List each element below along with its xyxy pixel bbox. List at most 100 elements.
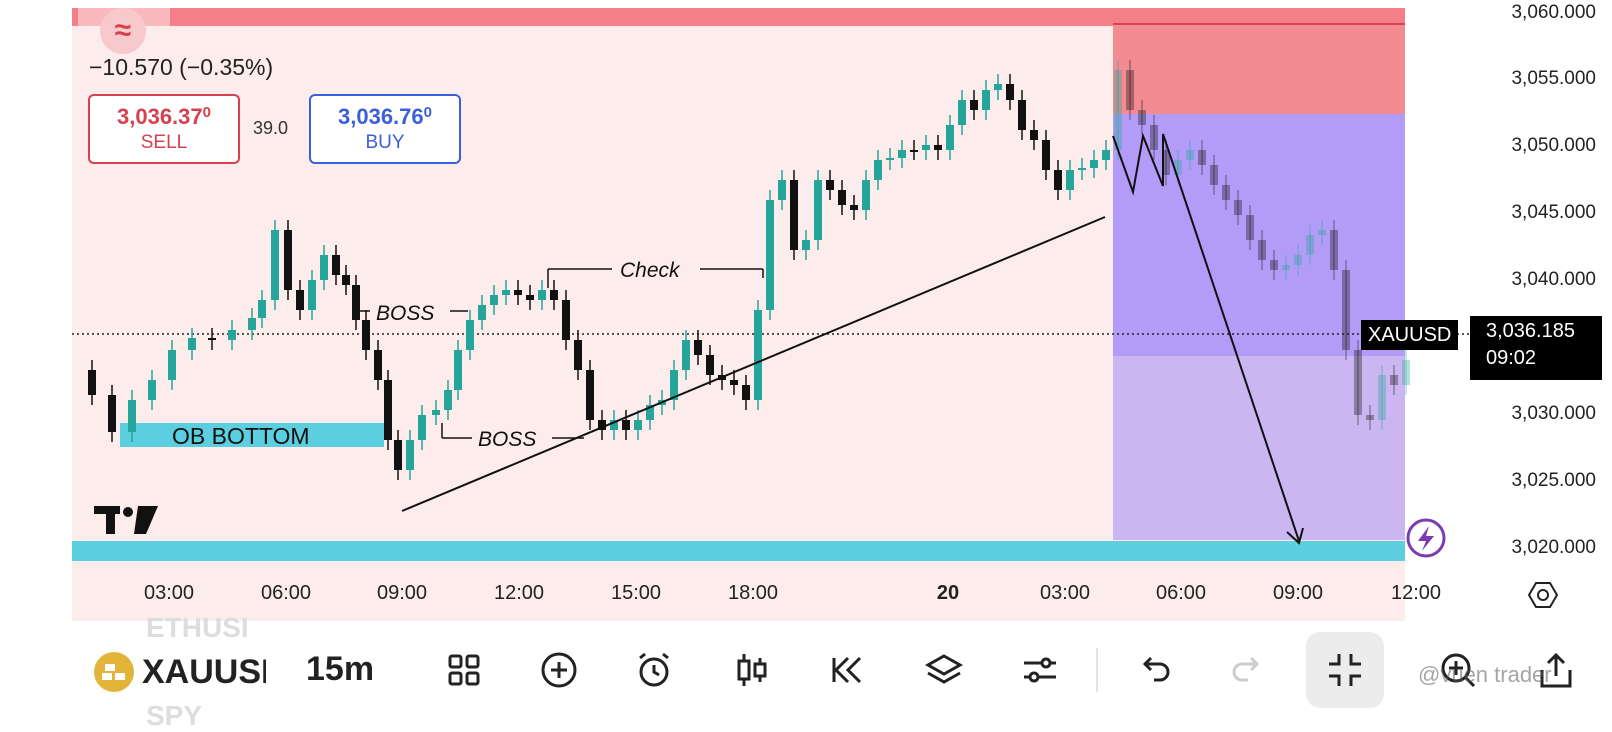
bear-candle [352, 285, 360, 320]
bull-candle [148, 380, 156, 400]
bull-candle [1318, 230, 1326, 235]
tradingview-logo-icon [94, 506, 158, 534]
bear-candle [342, 275, 350, 285]
bear-candle [1222, 185, 1230, 200]
undo-icon[interactable] [1132, 648, 1176, 692]
forecast-arrowhead [1286, 527, 1304, 545]
buy-price: 3,036.76 [338, 104, 424, 129]
bear-candle [934, 145, 942, 150]
bear-candle [574, 340, 582, 370]
price-chart[interactable]: OB BOTTOM BOSS BOSS Check [0, 0, 1612, 622]
price-tick: 3,020.000 [1511, 537, 1596, 558]
price-tick: 3,050.000 [1511, 135, 1596, 156]
bear-candle [362, 320, 370, 350]
stop-loss-zone [1113, 24, 1405, 114]
price-tick: 3,045.000 [1511, 202, 1596, 223]
bull-candle [862, 180, 870, 210]
bull-candle [994, 84, 1002, 90]
bull-candle [454, 350, 462, 390]
chart-type-candles-icon[interactable] [730, 648, 774, 692]
settings-sliders-icon[interactable] [1018, 648, 1062, 692]
add-indicator-icon[interactable] [537, 648, 581, 692]
bull-candle [1186, 150, 1194, 160]
price-tick: 3,055.000 [1511, 68, 1596, 89]
price-tick: 3,040.000 [1511, 269, 1596, 290]
gold-icon [94, 652, 134, 692]
bear-candle [730, 380, 738, 385]
bear-candle [970, 100, 978, 110]
alarm-icon[interactable] [632, 648, 676, 692]
bull-candle [922, 145, 930, 150]
bull-candle [1102, 150, 1110, 160]
bull-candle [670, 370, 678, 400]
bull-candle [271, 230, 279, 300]
bear-candle [598, 420, 606, 430]
time-tick: 06:00 [260, 582, 312, 604]
candles-group [88, 60, 1410, 480]
buy-button[interactable]: 3,036.760 BUY [309, 94, 461, 164]
bear-candle [622, 420, 630, 430]
bar-countdown: 09:02 [1486, 347, 1537, 369]
bear-candle [526, 295, 534, 300]
bear-candle [742, 385, 750, 400]
toolbar-divider [1096, 648, 1098, 692]
bull-candle [682, 340, 690, 370]
bull-candle [946, 125, 954, 150]
bear-candle [1006, 84, 1014, 100]
bull-candle [406, 440, 414, 470]
bear-candle [1390, 375, 1398, 385]
share-icon[interactable] [1534, 648, 1578, 692]
bull-candle [1402, 360, 1410, 385]
target-zone-lower [1113, 356, 1405, 540]
replay-icon[interactable] [826, 648, 870, 692]
bull-candle [258, 300, 266, 318]
fullscreen-exit-button[interactable] [1306, 632, 1384, 708]
time-tick: 03:00 [1039, 582, 1091, 604]
current-price-tag: 3,036.185 09:02 [1470, 316, 1602, 380]
zoom-in-icon[interactable] [1436, 648, 1480, 692]
time-tick: 12:00 [1390, 582, 1442, 604]
timeframe-selector[interactable]: 15m [306, 650, 375, 688]
app-logo-icon[interactable]: ≈ [100, 8, 146, 54]
layout-grid-icon[interactable] [442, 648, 486, 692]
bull-candle [418, 415, 426, 440]
lightning-button[interactable] [1406, 518, 1446, 558]
chart-settings-icon[interactable] [1527, 580, 1559, 615]
bear-candle [838, 190, 846, 205]
bull-candle [754, 310, 762, 400]
bull-candle [874, 160, 882, 180]
bull-candle [478, 305, 486, 320]
bull-candle [1090, 160, 1098, 168]
forecast-path [1112, 132, 1300, 542]
target-zone-upper [1113, 114, 1405, 356]
layers-icon[interactable] [922, 648, 966, 692]
bear-candle [88, 370, 96, 395]
bull-candle [898, 150, 906, 158]
bull-candle [128, 400, 136, 432]
bull-candle [432, 410, 440, 415]
price-tick: 3,030.000 [1511, 403, 1596, 424]
cyan-zone-bottom [72, 541, 1405, 561]
bull-candle [308, 280, 316, 310]
sell-button[interactable]: 3,036.370 SELL [88, 94, 240, 164]
bull-candle [778, 180, 786, 200]
bear-candle [694, 340, 702, 355]
bull-candle [502, 290, 510, 295]
check-label: Check [620, 259, 681, 282]
bull-candle [610, 420, 618, 430]
symbol-below-faded: SPY [146, 700, 203, 731]
redo-icon[interactable] [1226, 648, 1270, 692]
bear-candle [284, 230, 292, 290]
symbol-selector[interactable]: XAUUSI [94, 652, 266, 692]
bull-candle [1294, 255, 1302, 265]
current-price: 3,036.185 [1486, 320, 1575, 342]
bear-candle [1270, 260, 1278, 270]
bear-candle [1354, 350, 1362, 415]
bull-candle [466, 320, 474, 350]
bear-candle [208, 338, 216, 340]
chart-area[interactable]: OB BOTTOM BOSS BOSS Check ≈ −10.570 (−0.… [0, 0, 1612, 622]
bear-candle [1330, 230, 1338, 270]
bull-candle [958, 100, 966, 125]
sell-label: SELL [140, 132, 188, 153]
bear-candle [1126, 70, 1134, 110]
